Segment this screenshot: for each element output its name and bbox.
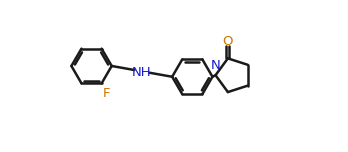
Text: O: O [223, 35, 233, 48]
Text: N: N [211, 59, 220, 72]
Text: F: F [102, 87, 110, 100]
Text: NH: NH [132, 66, 152, 79]
